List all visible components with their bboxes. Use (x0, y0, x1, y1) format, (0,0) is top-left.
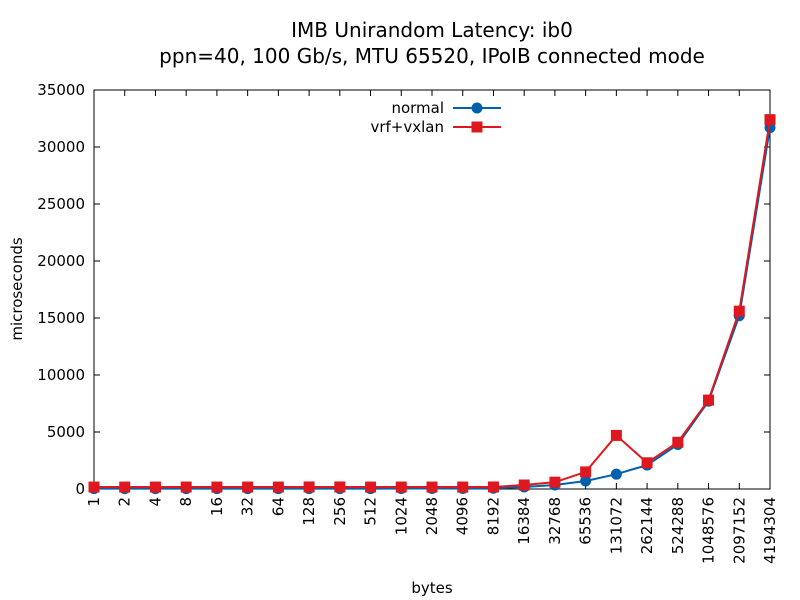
y-axis-label: microseconds (8, 237, 26, 341)
data-point (180, 481, 192, 493)
x-tick-label: 2097152 (730, 497, 748, 564)
data-point (487, 481, 499, 493)
data-point (703, 394, 715, 406)
x-ticks: 1 2 4 8 16 32 64 128 256 512 1024 2048 4096 8192 16384… (85, 90, 779, 564)
legend-marker (471, 121, 483, 133)
y-ticks: 0 5000 10000 15000 20000 25000 30000 35000 (37, 81, 770, 498)
y-tick-label: 5000 (47, 423, 85, 441)
x-tick-label: 8192 (484, 497, 502, 535)
data-point (426, 481, 438, 493)
data-point (365, 481, 377, 493)
series-layer (88, 114, 776, 495)
y-tick-label: 35000 (37, 81, 85, 99)
x-tick-label: 2048 (423, 497, 441, 535)
x-tick-label: 131072 (607, 497, 625, 554)
x-tick-label: 4194304 (761, 497, 779, 564)
data-point (119, 481, 131, 493)
plot-area-frame (93, 89, 771, 490)
y-tick-label: 10000 (37, 366, 85, 384)
series-line (94, 119, 771, 489)
x-tick-label: 1024 (392, 497, 410, 535)
chart-title: IMB Unirandom Latency: ib0 (291, 18, 573, 42)
data-point (518, 479, 530, 491)
x-tick-label: 1 (85, 497, 103, 507)
x-tick-label: 8 (177, 497, 195, 507)
legend-label: vrf+vxlan (370, 118, 444, 136)
x-tick-label: 16 (208, 497, 226, 516)
y-tick-label: 15000 (37, 309, 85, 327)
legend-marker (471, 102, 483, 114)
x-tick-label: 512 (362, 497, 380, 526)
data-point (457, 481, 469, 493)
x-tick-label: 262144 (638, 497, 656, 554)
x-tick-label: 65536 (577, 497, 595, 545)
x-tick-label: 2 (116, 497, 134, 507)
data-point (211, 481, 223, 493)
data-point (764, 114, 776, 126)
y-tick-label: 30000 (37, 138, 85, 156)
x-tick-label: 4 (146, 497, 164, 507)
data-point (610, 429, 622, 441)
data-point (334, 481, 346, 493)
data-point (88, 481, 100, 493)
x-tick-label: 4096 (454, 497, 472, 535)
x-tick-label: 256 (331, 497, 349, 526)
x-tick-label: 32768 (546, 497, 564, 545)
y-tick-label: 20000 (37, 252, 85, 270)
data-point (580, 475, 592, 487)
y-tick-label: 0 (75, 480, 85, 498)
chart-subtitle: ppn=40, 100 Gb/s, MTU 65520, IPoIB conne… (159, 44, 705, 68)
data-point (242, 481, 254, 493)
data-point (641, 457, 653, 469)
data-point (303, 481, 315, 493)
data-point (272, 481, 284, 493)
x-tick-label: 1048576 (700, 497, 718, 564)
data-point (549, 476, 561, 488)
x-tick-label: 16384 (515, 497, 533, 545)
x-tick-label: 128 (300, 497, 318, 526)
y-tick-label: 25000 (37, 195, 85, 213)
data-point (733, 305, 745, 317)
x-tick-label: 32 (239, 497, 257, 516)
legend-label: normal (391, 99, 444, 117)
data-point (580, 466, 592, 478)
series-line (94, 127, 771, 490)
x-axis-label: bytes (411, 579, 453, 597)
data-point (672, 436, 684, 448)
data-point (149, 481, 161, 493)
series-vrf-vxlan (88, 114, 776, 493)
data-point (610, 468, 622, 480)
x-tick-label: 524288 (669, 497, 687, 554)
data-point (395, 481, 407, 493)
x-tick-label: 64 (269, 497, 287, 516)
